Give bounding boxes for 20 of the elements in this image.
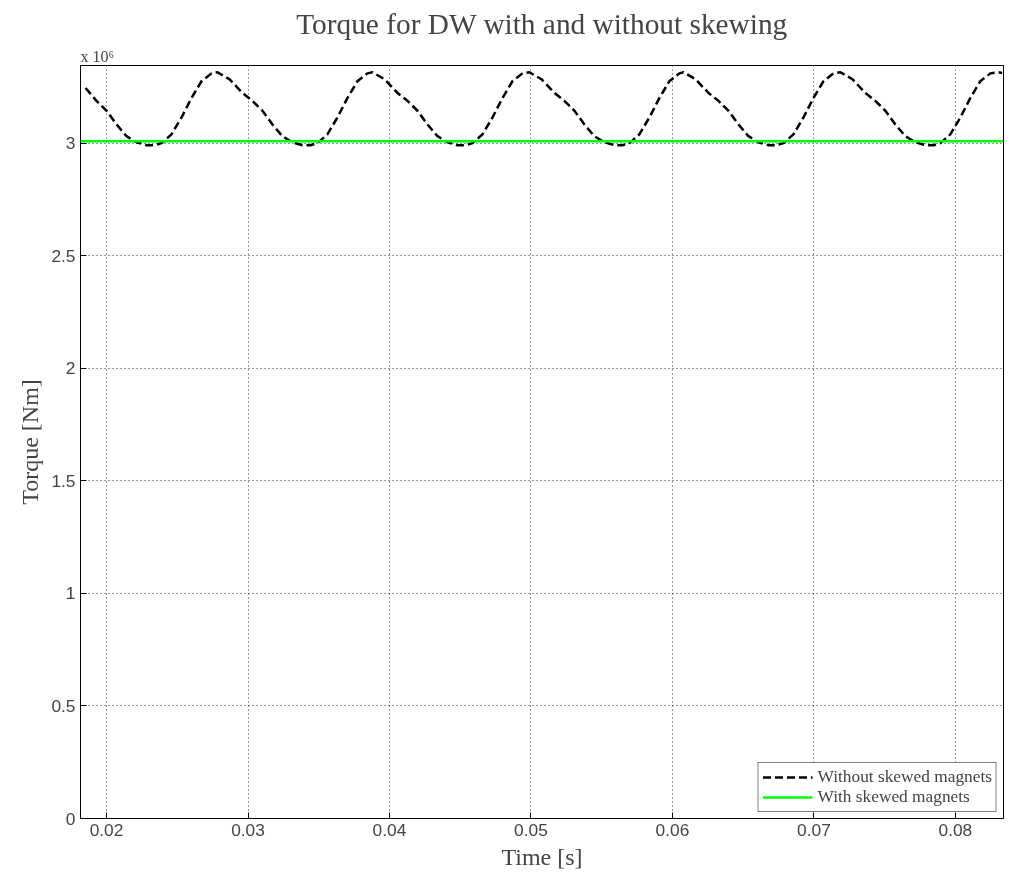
x-tick-label: 0.04 [372,819,407,840]
y-tick-label: 2 [65,358,76,379]
x-axis-title: Time [s] [501,843,583,870]
y-axis-title: Torque [Nm] [17,379,44,505]
x-tick-label: 0.05 [514,819,548,840]
x-tick-label: 0.02 [89,819,124,840]
x-tick-label: 0.08 [938,819,973,840]
x-tick-label: 0.03 [231,819,265,840]
legend-label: With skewed magnets [817,787,970,807]
chart-title: Torque for DW with and without skewing [296,7,788,40]
legend-label: Without skewed magnets [817,767,992,787]
y-tick-label: 1 [65,583,76,604]
y-tick-label: 0 [65,808,76,829]
y-tick-label: 3 [65,133,76,154]
y-tick-label: 2.5 [51,245,76,266]
y-tick-label: 1.5 [51,470,76,491]
y-tick-label: 0.5 [51,695,76,716]
x-tick-label: 0.06 [655,819,690,840]
x-tick-label: 0.07 [797,819,831,840]
text: x 10⁶ [80,47,115,65]
